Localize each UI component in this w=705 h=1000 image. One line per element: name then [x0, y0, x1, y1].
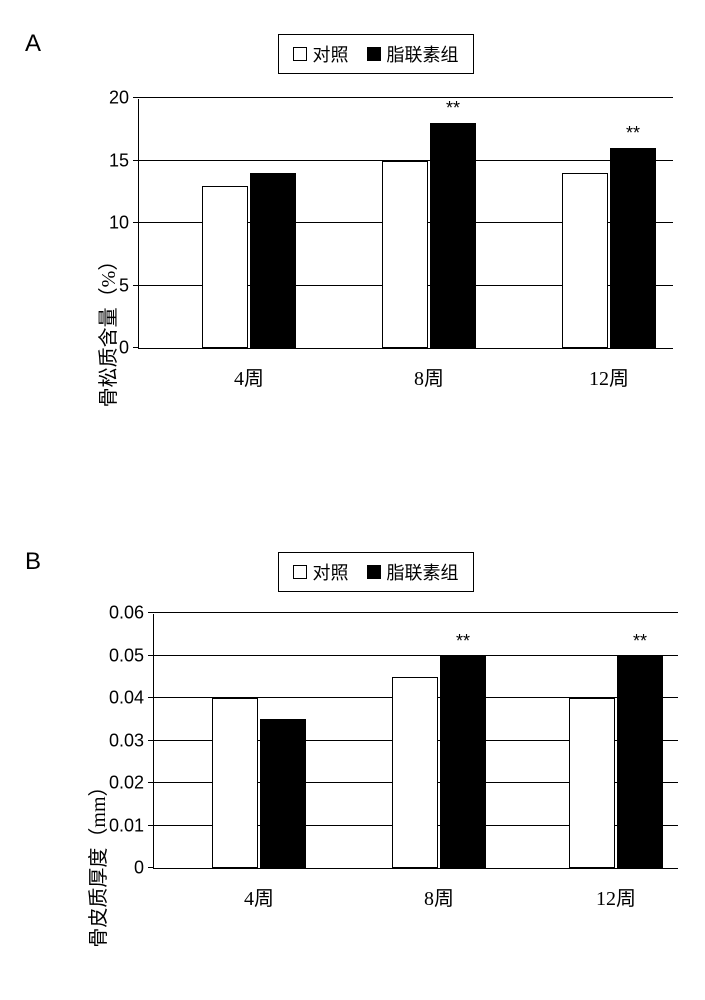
bar-apn [617, 656, 663, 869]
chart-A-plot: 051015204周8周**12周** [138, 99, 673, 349]
ytick-label: 0.04 [109, 688, 154, 709]
legend-item-control-b: 对照 [293, 559, 349, 585]
category-label: 8周 [414, 348, 444, 391]
ytick-label: 0.02 [109, 773, 154, 794]
ytick-label: 15 [109, 150, 139, 171]
chart-B-plot: 00.010.020.030.040.050.064周8周**12周** [153, 614, 678, 869]
bar-control [202, 186, 248, 349]
chart-B-block: 对照 脂联素组 骨皮质厚度（mm） 00.010.020.030.040.050… [78, 552, 673, 807]
ytick-label: 0.01 [109, 815, 154, 836]
ytick-label: 10 [109, 213, 139, 234]
category-label: 4周 [244, 868, 274, 911]
category-label: 12周 [596, 868, 636, 911]
legend-A: 对照 脂联素组 [278, 34, 474, 74]
bar-apn [260, 719, 306, 868]
bar-control [562, 173, 608, 348]
bar-control [569, 698, 615, 868]
legend-swatch-apn-b [367, 565, 381, 579]
panel-A-label: A [25, 30, 41, 58]
ytick-label: 20 [109, 88, 139, 109]
ytick-label: 0.06 [109, 603, 154, 624]
significance-marker: ** [633, 631, 647, 652]
legend-swatch-control [293, 47, 307, 61]
ytick-label: 5 [119, 275, 139, 296]
bar-control [392, 677, 438, 868]
chart-B-ylabel: 骨皮质厚度（mm） [82, 776, 111, 947]
legend-label-apn-b: 脂联素组 [387, 559, 459, 585]
category-label: 4周 [234, 348, 264, 391]
category-label: 12周 [589, 348, 629, 391]
legend-item-control: 对照 [293, 41, 349, 67]
significance-marker: ** [626, 123, 640, 144]
ytick-label: 0 [134, 858, 154, 879]
gridline [139, 97, 673, 98]
significance-marker: ** [446, 98, 460, 119]
chart-A-ylabel: 骨松质含量（%） [92, 251, 121, 408]
legend-swatch-apn [367, 47, 381, 61]
ytick-label: 0 [119, 338, 139, 359]
legend-item-apn-b: 脂联素组 [367, 559, 459, 585]
ytick-label: 0.03 [109, 730, 154, 751]
category-label: 8周 [424, 868, 454, 911]
chart-A-block: 对照 脂联素组 骨松质含量（%） 051015204周8周**12周** [78, 34, 673, 284]
legend-label-control-b: 对照 [313, 559, 349, 585]
gridline [154, 655, 678, 656]
panel-B-label: B [25, 548, 41, 576]
legend-label-apn: 脂联素组 [387, 41, 459, 67]
significance-marker: ** [456, 631, 470, 652]
bar-apn [610, 148, 656, 348]
ytick-label: 0.05 [109, 645, 154, 666]
bar-control [212, 698, 258, 868]
legend-label-control: 对照 [313, 41, 349, 67]
legend-item-apn: 脂联素组 [367, 41, 459, 67]
legend-swatch-control-b [293, 565, 307, 579]
bar-apn [440, 656, 486, 869]
bar-apn [250, 173, 296, 348]
legend-B: 对照 脂联素组 [278, 552, 474, 592]
gridline [154, 612, 678, 613]
bar-apn [430, 123, 476, 348]
bar-control [382, 161, 428, 349]
